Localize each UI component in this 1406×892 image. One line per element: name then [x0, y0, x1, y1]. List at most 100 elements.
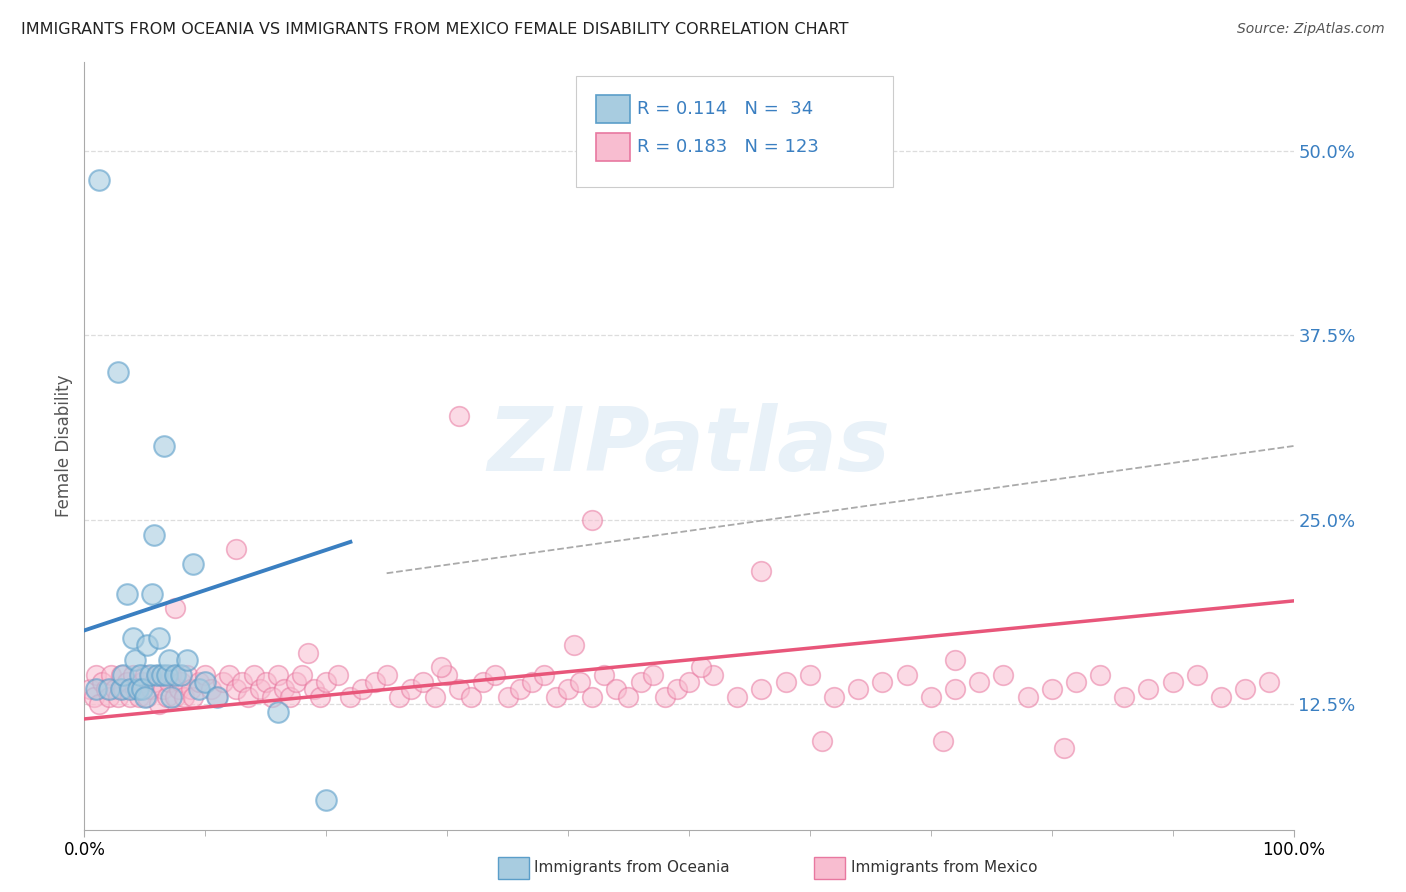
Point [460, 690, 482, 704]
Point [1040, 682, 1063, 697]
Point [967, 675, 990, 690]
Point [249, 682, 271, 697]
Point [509, 682, 531, 697]
Point [146, 667, 169, 681]
Point [484, 667, 506, 681]
Point [176, 667, 198, 681]
Point [328, 667, 350, 681]
Point [150, 667, 173, 681]
Point [449, 682, 471, 697]
Point [143, 527, 166, 541]
Point [97, 690, 120, 704]
Point [1185, 667, 1208, 681]
Y-axis label: Female Disability: Female Disability [55, 375, 73, 517]
Point [86, 682, 108, 697]
Point [593, 667, 616, 681]
Point [581, 513, 603, 527]
Point [173, 690, 195, 704]
Point [273, 682, 295, 697]
Point [134, 667, 156, 681]
Point [129, 667, 152, 681]
Point [520, 675, 543, 690]
Point [153, 439, 176, 453]
Point [254, 675, 277, 690]
Point [872, 675, 894, 690]
Point [152, 682, 174, 697]
Point [284, 675, 308, 690]
Text: R = 0.114   N =  34: R = 0.114 N = 34 [637, 100, 813, 118]
Point [315, 675, 337, 690]
Point [136, 638, 159, 652]
Point [200, 682, 222, 697]
Point [139, 682, 162, 697]
Text: Immigrants from Mexico: Immigrants from Mexico [851, 861, 1038, 875]
Point [157, 675, 180, 690]
Point [138, 667, 160, 681]
Point [449, 409, 471, 424]
Point [846, 682, 869, 697]
Point [110, 667, 132, 681]
Point [236, 690, 259, 704]
Point [932, 734, 955, 748]
Point [121, 667, 143, 681]
Point [83, 690, 105, 704]
Point [148, 697, 170, 711]
Point [375, 667, 398, 681]
Point [352, 682, 374, 697]
Point [617, 690, 640, 704]
Point [472, 675, 495, 690]
Point [1209, 690, 1232, 704]
Point [1161, 675, 1184, 690]
Point [363, 675, 385, 690]
Point [207, 690, 229, 704]
Point [297, 646, 319, 660]
Point [170, 667, 193, 681]
Point [176, 653, 198, 667]
Point [302, 682, 325, 697]
Point [423, 690, 446, 704]
Point [110, 682, 132, 697]
Point [811, 734, 834, 748]
Point [581, 690, 603, 704]
Point [1017, 690, 1039, 704]
Point [121, 631, 143, 645]
Point [1258, 675, 1281, 690]
Point [124, 653, 146, 667]
Point [654, 690, 676, 704]
Point [128, 690, 150, 704]
Point [188, 675, 211, 690]
Point [155, 667, 177, 681]
Point [993, 667, 1015, 681]
Point [165, 601, 187, 615]
Point [87, 697, 110, 711]
Point [678, 675, 700, 690]
Point [260, 690, 283, 704]
Point [225, 682, 247, 697]
Point [115, 586, 138, 600]
Point [399, 682, 422, 697]
Point [1088, 667, 1111, 681]
Point [690, 660, 713, 674]
Point [751, 682, 773, 697]
Point [131, 675, 153, 690]
Point [920, 690, 942, 704]
Point [943, 653, 966, 667]
Text: Source: ZipAtlas.com: Source: ZipAtlas.com [1237, 22, 1385, 37]
Point [496, 690, 519, 704]
Point [630, 675, 652, 690]
Point [569, 675, 592, 690]
Point [291, 667, 314, 681]
Point [725, 690, 748, 704]
Point [751, 565, 773, 579]
Point [157, 653, 180, 667]
Point [194, 675, 217, 690]
Point [112, 667, 135, 681]
Point [641, 667, 664, 681]
Point [165, 690, 187, 704]
Point [188, 682, 211, 697]
Point [267, 705, 290, 719]
Point [430, 660, 453, 674]
Point [107, 690, 129, 704]
Point [799, 667, 821, 681]
Point [665, 682, 688, 697]
